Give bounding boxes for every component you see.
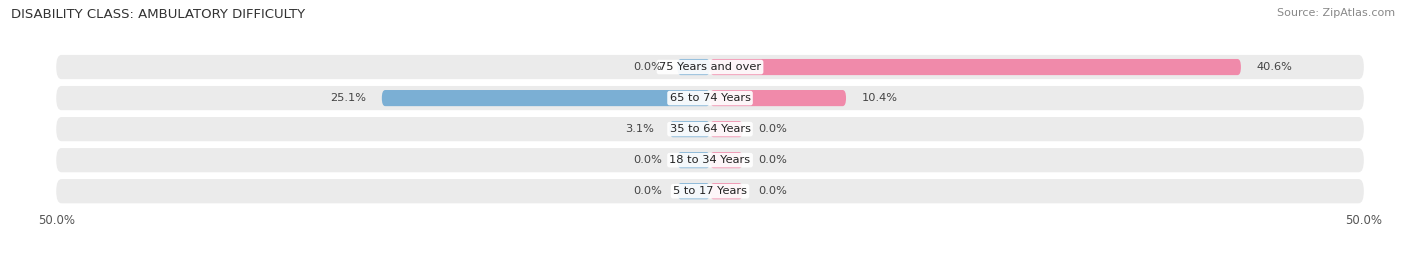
Text: 0.0%: 0.0%	[758, 186, 787, 196]
FancyBboxPatch shape	[710, 59, 1241, 75]
FancyBboxPatch shape	[678, 152, 710, 168]
FancyBboxPatch shape	[710, 90, 846, 106]
Legend: Male, Female: Male, Female	[648, 265, 772, 269]
Text: 65 to 74 Years: 65 to 74 Years	[669, 93, 751, 103]
FancyBboxPatch shape	[710, 121, 742, 137]
Text: 25.1%: 25.1%	[330, 93, 366, 103]
Text: 35 to 64 Years: 35 to 64 Years	[669, 124, 751, 134]
Text: Source: ZipAtlas.com: Source: ZipAtlas.com	[1277, 8, 1395, 18]
FancyBboxPatch shape	[710, 152, 742, 168]
Text: 0.0%: 0.0%	[633, 186, 662, 196]
FancyBboxPatch shape	[56, 179, 1364, 203]
FancyBboxPatch shape	[56, 148, 1364, 172]
FancyBboxPatch shape	[382, 90, 710, 106]
Text: 3.1%: 3.1%	[624, 124, 654, 134]
Text: 5 to 17 Years: 5 to 17 Years	[673, 186, 747, 196]
Text: 0.0%: 0.0%	[633, 62, 662, 72]
Text: DISABILITY CLASS: AMBULATORY DIFFICULTY: DISABILITY CLASS: AMBULATORY DIFFICULTY	[11, 8, 305, 21]
Text: 75 Years and over: 75 Years and over	[659, 62, 761, 72]
Text: 10.4%: 10.4%	[862, 93, 897, 103]
Text: 40.6%: 40.6%	[1257, 62, 1292, 72]
FancyBboxPatch shape	[56, 117, 1364, 141]
Text: 18 to 34 Years: 18 to 34 Years	[669, 155, 751, 165]
FancyBboxPatch shape	[678, 183, 710, 199]
FancyBboxPatch shape	[678, 59, 710, 75]
FancyBboxPatch shape	[669, 121, 710, 137]
Text: 0.0%: 0.0%	[758, 155, 787, 165]
FancyBboxPatch shape	[710, 183, 742, 199]
FancyBboxPatch shape	[56, 86, 1364, 110]
Text: 0.0%: 0.0%	[758, 124, 787, 134]
Text: 0.0%: 0.0%	[633, 155, 662, 165]
FancyBboxPatch shape	[56, 55, 1364, 79]
